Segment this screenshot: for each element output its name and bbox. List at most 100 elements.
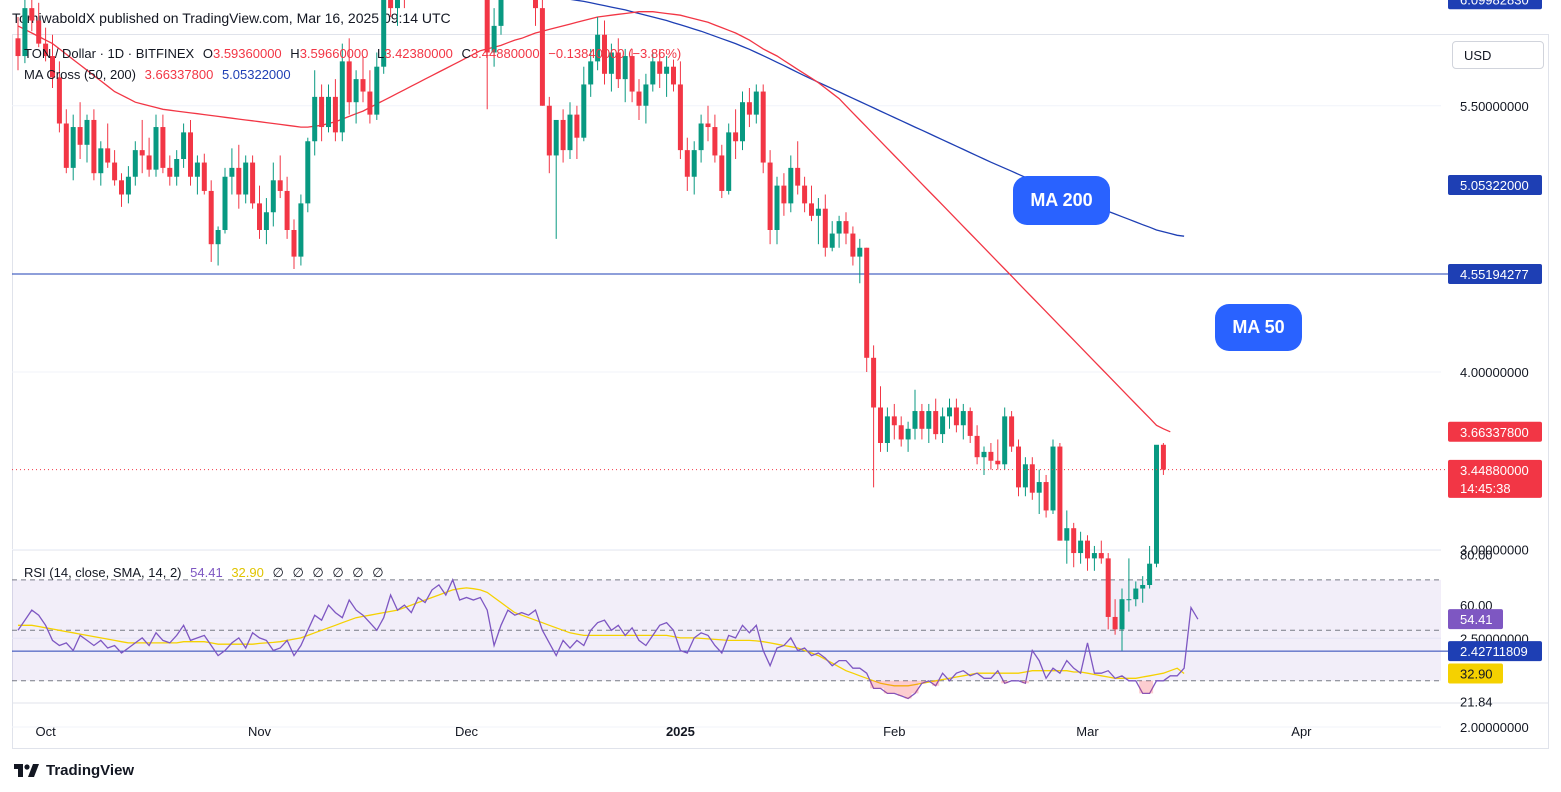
candle-body [884, 416, 890, 443]
candle-body [1085, 540, 1090, 559]
candle-body [153, 127, 159, 170]
level-badge [1448, 264, 1542, 285]
candle-body [636, 91, 642, 106]
candle-body [1057, 446, 1063, 541]
ma200-badge-label: 5.05322000 [1460, 178, 1529, 193]
close-label: C [461, 46, 471, 61]
candle-body [746, 102, 752, 115]
candle-body [112, 162, 118, 181]
candle-body [132, 150, 138, 177]
candle-body [809, 203, 814, 216]
candle-body [1147, 563, 1153, 585]
candle-body [250, 162, 256, 204]
candle-body [284, 190, 290, 230]
candle-body [1105, 558, 1111, 617]
candle-body [360, 79, 366, 92]
currency-button[interactable]: USD [1452, 41, 1544, 69]
ma200-annotation: MA 200 [1013, 176, 1110, 225]
level-badge-label: 4.55194277 [1460, 267, 1529, 282]
price-axis-tick: 2.00000000 [1460, 720, 1529, 735]
candle-body [257, 203, 262, 230]
candle-body [1064, 528, 1070, 541]
rsi-line [17, 578, 1199, 700]
rsi-na-value: ∅ [352, 565, 364, 580]
candle-body [1009, 416, 1015, 447]
candles-group [15, 0, 1166, 651]
ma50-value: 3.66337800 [144, 67, 214, 82]
candle-body [1133, 588, 1139, 600]
rsi-na-value: ∅ [332, 565, 344, 580]
candle-body [56, 77, 62, 124]
candle-body [912, 411, 918, 429]
symbol-title[interactable]: TON / Dollar · 1D · BITFINEX [24, 46, 195, 61]
candle-body [615, 52, 621, 80]
candle-body [546, 105, 552, 156]
candle-body [677, 84, 683, 151]
price-axis-tick: 3.00000000 [1460, 543, 1529, 558]
candle-body [684, 150, 690, 177]
close-value: 3.44880000 [470, 46, 540, 61]
countdown-label: 14:45:38 [1460, 481, 1511, 496]
candle-body [822, 208, 828, 248]
candle-body [829, 233, 835, 248]
footer-brand[interactable]: TradingView [14, 762, 134, 779]
candle-body [1126, 599, 1132, 601]
candle-body [484, 0, 490, 53]
candle-body [726, 132, 732, 191]
candle-body [36, 20, 42, 44]
candle-body [353, 79, 359, 103]
ma200-line [570, 0, 1185, 237]
time-axis-label: Feb [883, 724, 905, 739]
candle-body [236, 167, 242, 195]
ma200-value: 5.05322000 [221, 67, 291, 82]
low-value: 3.42380000 [384, 46, 453, 61]
candle-body [181, 132, 187, 159]
candle-body [643, 84, 649, 106]
change-value: −0.13840000 (−3.86%) [548, 46, 682, 61]
ma50-badge-label: 3.66337800 [1460, 425, 1529, 440]
candle-body [712, 127, 718, 156]
candle-body [91, 119, 97, 174]
candle-body [298, 203, 304, 257]
candle-body [919, 411, 925, 429]
candle-body [553, 119, 559, 156]
rsi-legend: RSI (14, close, SMA, 14, 2) 54.41 32.90 … [24, 565, 389, 581]
candle-body [898, 425, 904, 440]
candle-body [491, 25, 497, 53]
candle-body [1078, 540, 1084, 554]
candle-body [263, 212, 269, 230]
candle-body [926, 411, 932, 429]
candle-body [664, 66, 670, 74]
candle-body [988, 451, 994, 461]
candle-body [215, 230, 221, 245]
candle-body [312, 96, 318, 142]
high-value: 3.59660000 [299, 46, 369, 61]
candle-body [188, 132, 193, 177]
candle-body [305, 141, 311, 204]
time-axis-label: Dec [455, 724, 479, 739]
last-price-badge [1448, 459, 1542, 498]
candle-body [650, 61, 656, 85]
candle-body [1119, 599, 1125, 630]
rsi-title[interactable]: RSI (14, close, SMA, 14, 2) [24, 565, 182, 580]
rsi-sma-badge [1448, 663, 1503, 684]
candle-body [815, 208, 821, 216]
candle-body [50, 56, 55, 78]
candle-body [63, 123, 69, 168]
candle-body [802, 185, 808, 204]
candle-body [146, 155, 152, 170]
candle-body [167, 167, 173, 177]
publish-header: TomiwaboldX published on TradingView.com… [12, 10, 451, 26]
candle-body [719, 155, 725, 191]
candle-body [967, 411, 973, 436]
ma50-badge [1448, 421, 1542, 442]
candle-body [753, 91, 759, 115]
candle-body [367, 91, 373, 115]
rsi-axis-tick: 21.84 [1460, 694, 1493, 709]
candle-body [125, 176, 131, 195]
candle-body [1043, 482, 1049, 511]
candle-body [395, 0, 400, 9]
candle-body [760, 91, 766, 163]
ma-title[interactable]: MA Cross (50, 200) [24, 67, 136, 82]
